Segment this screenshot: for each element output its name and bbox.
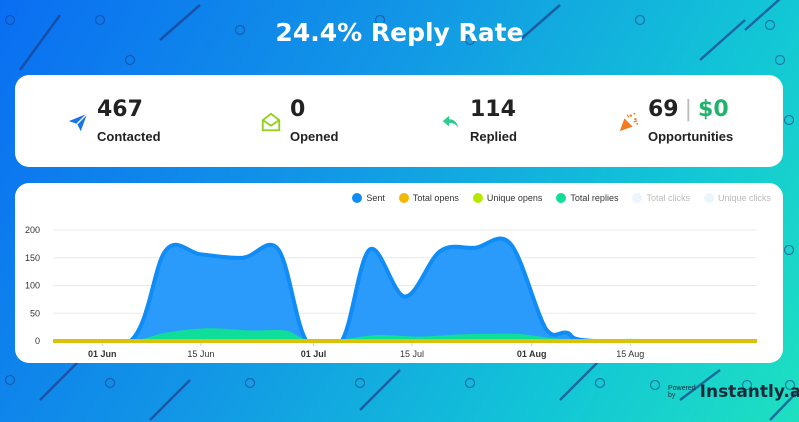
- y-tick-label: 200: [25, 225, 40, 235]
- legend-dot: [352, 193, 363, 203]
- legend-label: Total opens: [412, 193, 459, 203]
- decor-line: [359, 369, 401, 411]
- open-envelope-icon: [261, 112, 281, 132]
- decor-circle: [774, 54, 786, 66]
- y-tick-label: 150: [25, 253, 40, 263]
- decor-line: [699, 19, 746, 61]
- x-tick-label: 15 Aug: [616, 349, 644, 359]
- decor-line: [159, 4, 201, 41]
- party-popper-icon: [619, 112, 639, 132]
- legend-dot: [703, 193, 714, 203]
- y-tick-label: 100: [25, 281, 40, 291]
- legend-dot: [556, 193, 567, 203]
- series-line-sent: [52, 236, 757, 343]
- decor-line: [679, 369, 721, 401]
- x-tick-label: 01 Jun: [88, 349, 117, 359]
- decor-circle: [104, 377, 116, 389]
- decor-line: [39, 359, 81, 401]
- decor-line: [18, 14, 62, 71]
- decor-circle: [649, 379, 661, 391]
- opportunities-label: Opportunities: [648, 129, 734, 144]
- y-tick-label: 50: [30, 308, 40, 318]
- decor-circle: [634, 14, 646, 26]
- legend-item-total-replies[interactable]: Total replies: [556, 193, 618, 203]
- decor-circle: [124, 54, 136, 66]
- legend-item-total-clicks[interactable]: Total clicks: [632, 193, 690, 203]
- series-area-total-replies: [53, 328, 757, 341]
- legend-item-unique-clicks[interactable]: Unique clicks: [703, 193, 771, 203]
- replied-label: Replied: [470, 129, 517, 144]
- opportunities-value: 69 | $0: [648, 97, 729, 122]
- decor-line: [519, 4, 561, 41]
- decor-line: [559, 359, 601, 401]
- x-tick-label: 15 Jul: [400, 349, 424, 359]
- decor-circle: [783, 114, 795, 126]
- decor-circle: [374, 14, 386, 26]
- legend-label: Unique opens: [486, 193, 543, 203]
- legend-item-sent[interactable]: Sent: [352, 193, 385, 203]
- decor-circle: [4, 14, 16, 26]
- decor-line: [149, 379, 191, 421]
- chart-plot: 0 50 100 150 200 01 Jun 15 Jun 01 Jul 15 Jul 01 A…: [25, 225, 757, 359]
- legend-dot: [632, 193, 643, 203]
- decor-circle: [594, 377, 606, 389]
- decor-circle: [244, 377, 256, 389]
- page-title: 24.4% Reply Rate: [275, 18, 524, 47]
- decor-line: [769, 389, 799, 421]
- decor-circle: [783, 244, 795, 256]
- x-tick-label: 01 Aug: [517, 349, 547, 359]
- contacted-count: 467: [97, 97, 143, 122]
- chart-card: Sent Total opens Unique opens Total replies…: [15, 183, 783, 363]
- paper-plane-icon: [68, 113, 88, 132]
- brand-logo[interactable]: Instantly.ai: [699, 382, 799, 402]
- opened-count: 0: [290, 97, 306, 122]
- decor-circle: [764, 19, 776, 31]
- legend-label: Sent: [366, 193, 385, 203]
- decor-circle: [234, 24, 246, 36]
- decor-circle: [784, 379, 796, 391]
- legend-label: Total clicks: [646, 193, 690, 203]
- opened-label: Opened: [290, 129, 339, 144]
- powered-by-text: Powered by: [668, 385, 696, 399]
- opportunities-money: $0: [698, 97, 729, 122]
- decor-circle: [94, 14, 106, 26]
- x-tick-label: 01 Jul: [301, 349, 327, 359]
- legend-label: Unique clicks: [717, 193, 771, 203]
- x-tick-label: 15 Jun: [187, 349, 214, 359]
- decor-circle: [4, 374, 16, 386]
- opportunities-count: 69: [648, 97, 679, 122]
- decor-circle: [354, 377, 366, 389]
- legend-item-total-opens[interactable]: Total opens: [398, 193, 459, 203]
- decor-circle: [464, 34, 476, 46]
- legend-dot: [472, 193, 483, 203]
- decor-circle: [464, 377, 476, 389]
- reply-arrow-icon: [442, 115, 459, 129]
- legend-item-unique-opens[interactable]: Unique opens: [472, 193, 543, 203]
- replied-count: 114: [470, 97, 516, 122]
- decor-circle: [741, 379, 753, 391]
- y-tick-label: 0: [35, 336, 40, 346]
- stats-card: 467 Contacted 0 Opened 114 Replied 69 | $0…: [15, 75, 783, 167]
- powered-by: Powered by Instantly.ai: [668, 382, 799, 402]
- decor-line: [744, 0, 781, 31]
- contacted-label: Contacted: [97, 129, 161, 144]
- legend-dot: [398, 193, 409, 203]
- series-area-sent: [53, 238, 757, 341]
- chart-legend: Sent Total opens Unique opens Total replies…: [352, 193, 771, 203]
- legend-label: Total replies: [570, 193, 619, 203]
